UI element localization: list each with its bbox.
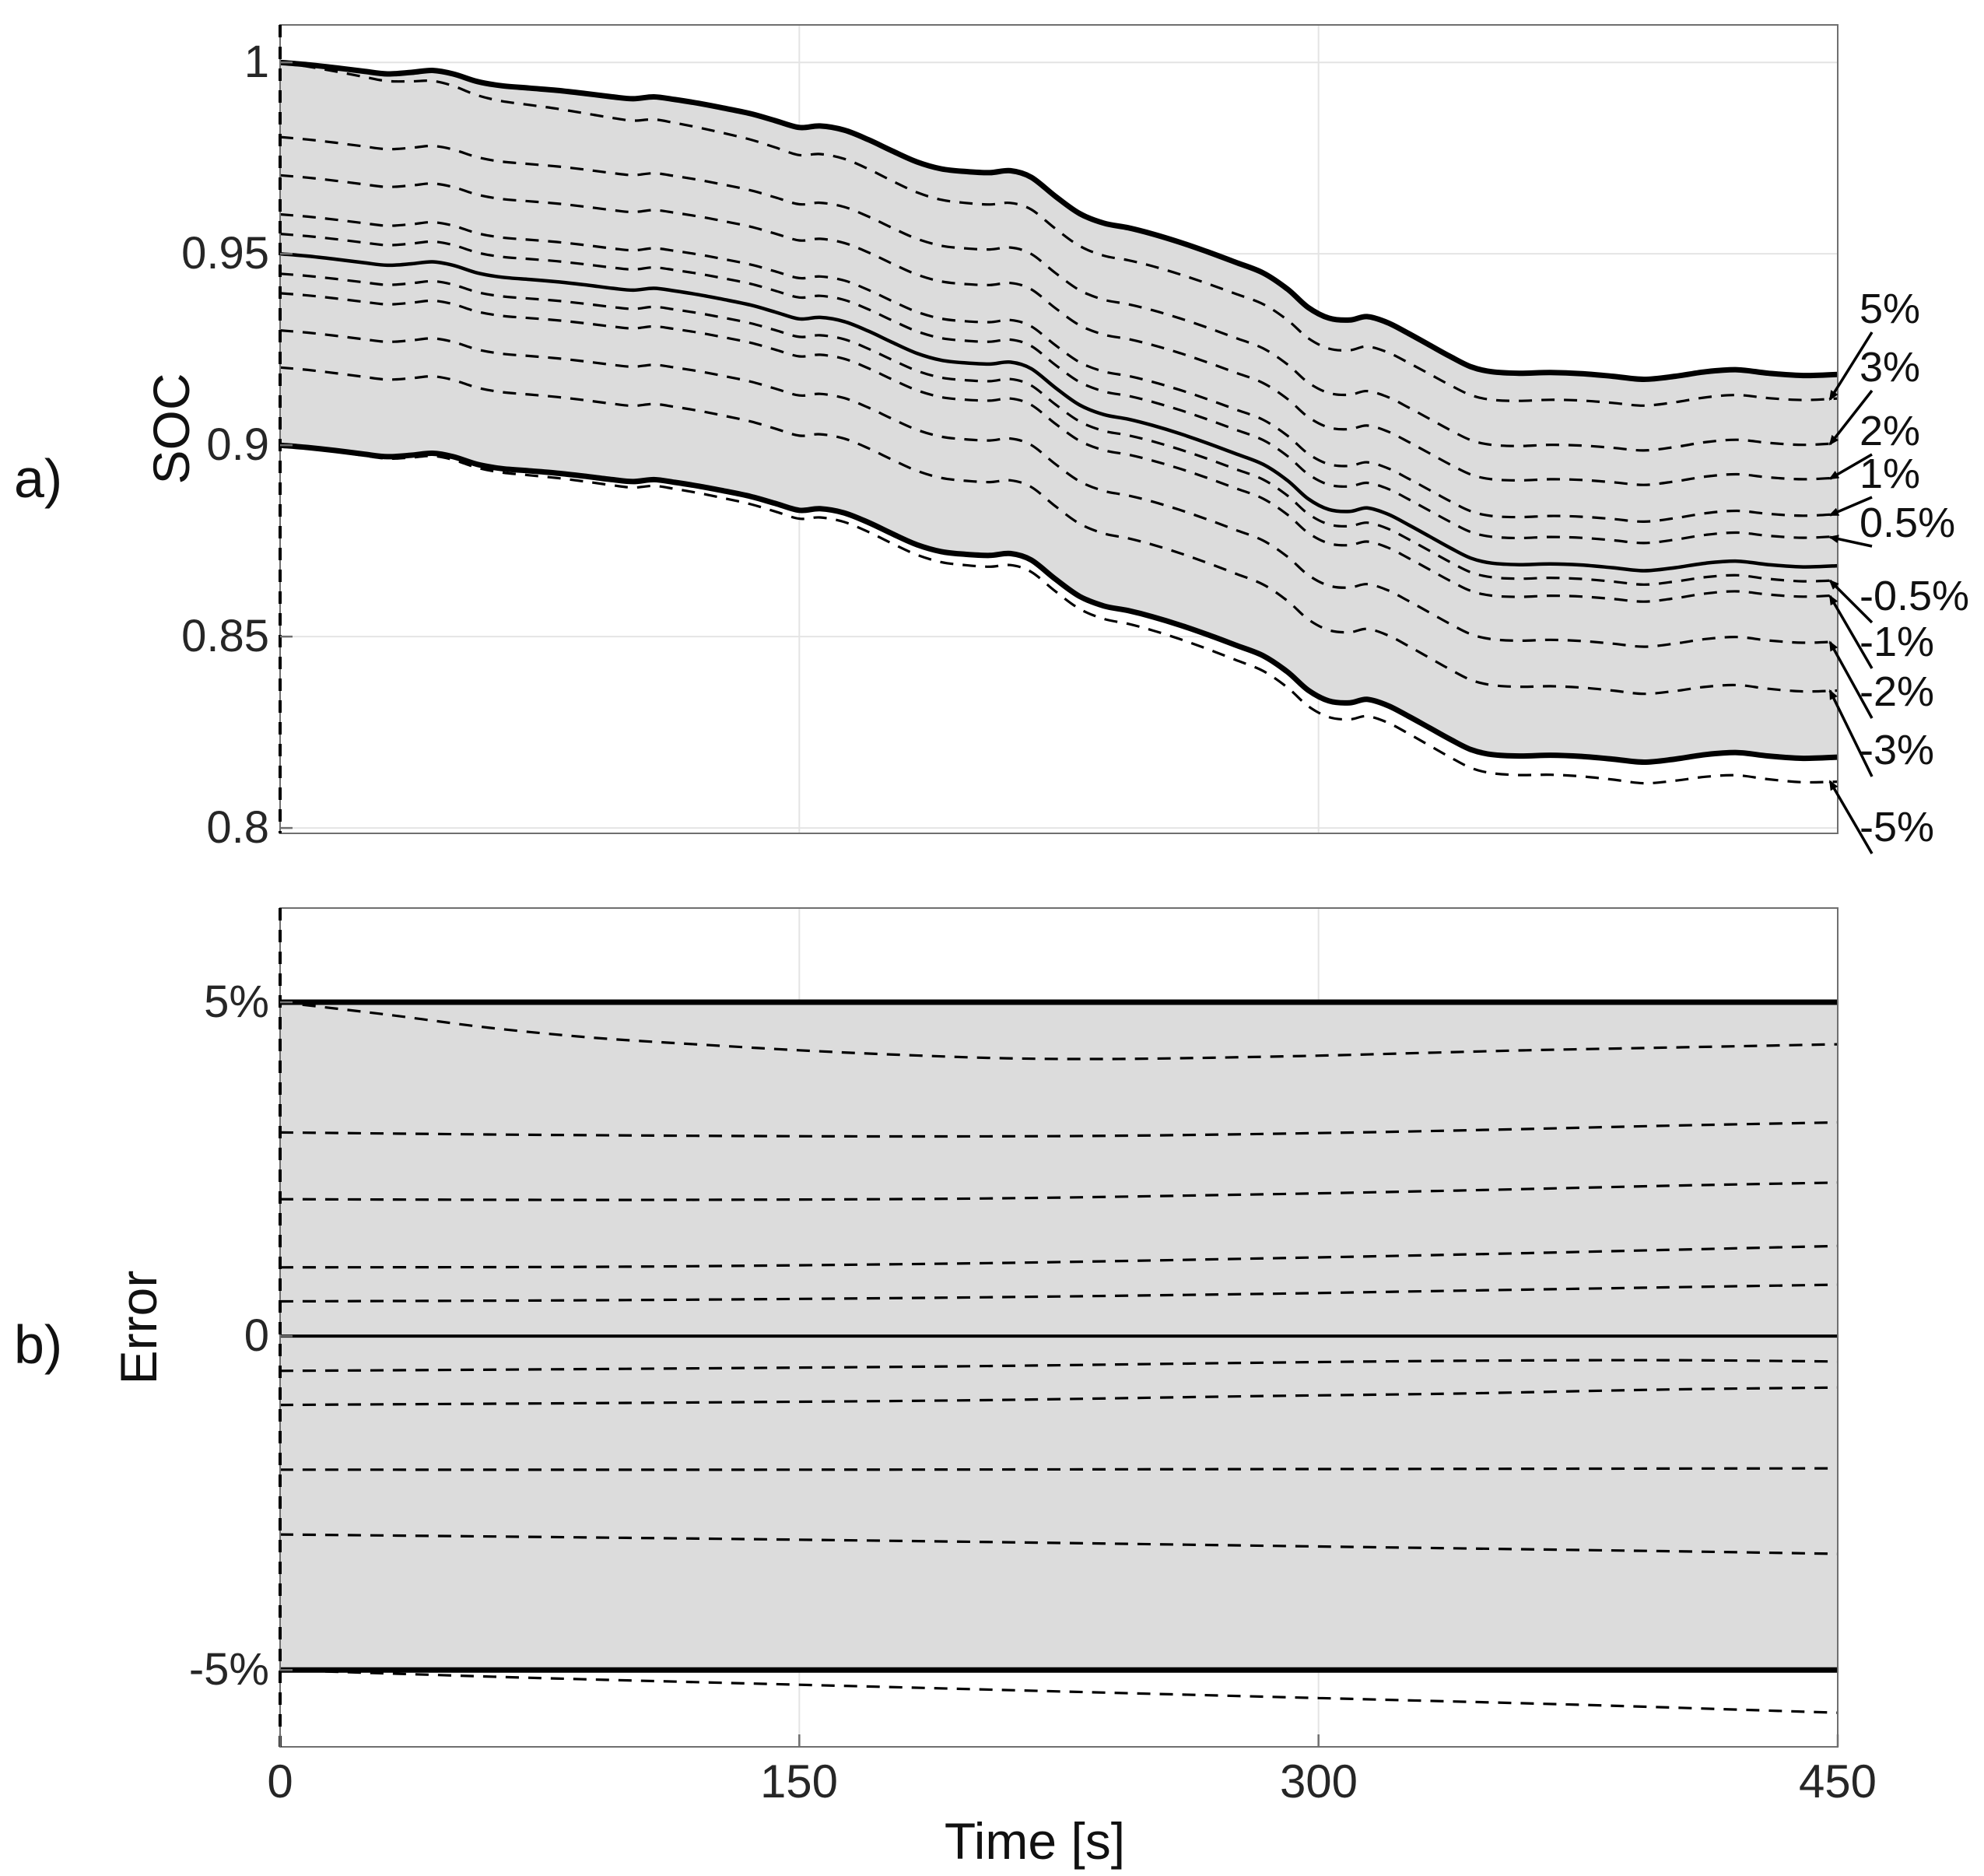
axes-spines <box>279 24 1839 1748</box>
annotation-arrow--5% <box>1828 780 1874 854</box>
error-curve-+2% <box>280 1181 1838 1201</box>
annotation-plus5pct: 5% <box>1860 286 1921 332</box>
annotation-arrow-+2% <box>1828 453 1873 480</box>
xtick-450: 450 <box>1798 1755 1877 1808</box>
x-axis-label-time: Time [s] <box>944 1812 1126 1870</box>
soc-estimate-+5% <box>280 61 1838 407</box>
ytick-b-m5pct: -5% <box>188 1644 269 1695</box>
soc-estimate-+3% <box>280 135 1838 452</box>
annotation-arrow-+5% <box>1828 331 1874 401</box>
panel-b-curves <box>280 999 1838 1714</box>
xtick-0: 0 <box>267 1755 293 1808</box>
annotation-plus3pct: 3% <box>1860 344 1921 391</box>
annotation-arrow--3% <box>1828 689 1874 777</box>
annotation-arrow-+1% <box>1828 496 1873 517</box>
ytick-a-09: 0.9 <box>206 419 269 470</box>
soc-estimate-+0.5% <box>280 233 1838 545</box>
error-curve-+3% <box>280 1120 1838 1138</box>
true-soc-curve <box>280 251 1838 573</box>
error-curve--5% <box>280 1668 1838 1714</box>
annotation-plus2pct: 2% <box>1860 408 1921 454</box>
error-curve--2% <box>280 1467 1838 1471</box>
xtick-300: 300 <box>1279 1755 1358 1808</box>
annotation-plus1pct: 1% <box>1860 451 1921 497</box>
confidence-band <box>280 62 1838 763</box>
error-curve--3% <box>280 1533 1838 1555</box>
annotation-arrow--0.5% <box>1828 579 1874 624</box>
soc-estimate--5% <box>280 444 1838 785</box>
annotation-minus2pct: -2% <box>1860 668 1935 715</box>
soc-estimate-+1% <box>280 212 1838 524</box>
ytick-a-085: 0.85 <box>181 611 269 661</box>
error-curve--0.5% <box>280 1359 1838 1373</box>
annotation-plus05pct: 0.5% <box>1860 500 1956 546</box>
annotation-arrow--1% <box>1828 594 1874 669</box>
annotation-arrow--2% <box>1828 640 1874 719</box>
annotation-minus3pct: -3% <box>1860 727 1935 773</box>
soc-estimate--0.5% <box>280 272 1838 586</box>
upper-bound-plus5pct <box>280 59 1838 383</box>
soc-estimate--2% <box>280 329 1838 648</box>
soc-estimate-+2% <box>280 174 1838 486</box>
annotation-arrow-+0.5% <box>1828 535 1873 548</box>
annotation-arrows <box>1828 331 1874 854</box>
ytick-b-0: 0 <box>244 1310 269 1361</box>
soc-estimate--3% <box>280 366 1838 696</box>
ytick-a-095: 0.95 <box>181 228 269 279</box>
ytick-a-1: 1 <box>244 37 269 87</box>
annotation-minus1pct: -1% <box>1860 619 1935 665</box>
annotation-arrow-+3% <box>1828 389 1874 446</box>
annotation-minus5pct: -5% <box>1860 804 1935 850</box>
error-curve-+1% <box>280 1244 1838 1269</box>
xtick-150: 150 <box>759 1755 839 1808</box>
ytick-a-08: 0.8 <box>206 802 269 853</box>
annotation-minus05pct: -0.5% <box>1860 573 1970 619</box>
panel-b-label: b) <box>14 1314 63 1375</box>
soc-estimate--1% <box>280 292 1838 603</box>
error-curve--1% <box>280 1386 1838 1407</box>
lower-bound-minus5pct <box>280 442 1838 766</box>
ytick-b-5pct: 5% <box>204 977 269 1027</box>
panel-a-label: a) <box>14 448 63 509</box>
panel-a-curves <box>280 59 1838 785</box>
error-curve-+0.5% <box>280 1283 1838 1303</box>
